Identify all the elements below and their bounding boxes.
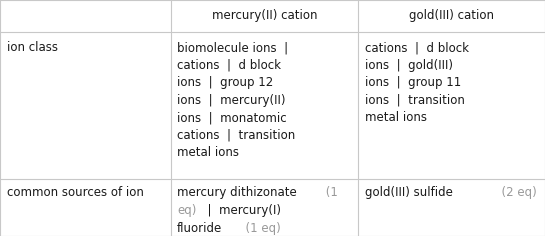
- Text: ion class: ion class: [7, 41, 58, 54]
- Text: mercury(II) cation: mercury(II) cation: [211, 9, 317, 22]
- Text: cations  |  d block
ions  |  gold(III)
ions  |  group 11
ions  |  transition
met: cations | d block ions | gold(III) ions …: [365, 41, 469, 124]
- Text: mercury dithizonate: mercury dithizonate: [177, 186, 297, 199]
- Text: (2 eq): (2 eq): [494, 186, 537, 199]
- Text: eq): eq): [177, 204, 197, 217]
- Text: (1: (1: [322, 186, 338, 199]
- Text: biomolecule ions  |
cations  |  d block
ions  |  group 12
ions  |  mercury(II)
i: biomolecule ions | cations | d block ion…: [177, 41, 295, 159]
- Text: gold(III) cation: gold(III) cation: [409, 9, 494, 22]
- Text: common sources of ion: common sources of ion: [7, 186, 143, 199]
- Text: |  mercury(I): | mercury(I): [200, 204, 281, 217]
- Text: gold(III) sulfide: gold(III) sulfide: [365, 186, 452, 199]
- Text: (1 eq): (1 eq): [238, 222, 281, 235]
- Text: fluoride: fluoride: [177, 222, 222, 235]
